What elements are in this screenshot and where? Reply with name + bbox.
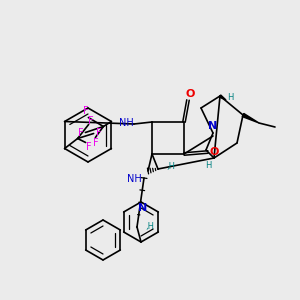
Polygon shape — [219, 95, 226, 100]
Text: O: O — [209, 147, 219, 157]
Text: F: F — [88, 116, 93, 125]
Text: N: N — [208, 121, 217, 131]
Text: F: F — [86, 142, 92, 152]
Text: H: H — [227, 94, 233, 103]
Text: H: H — [205, 160, 211, 169]
Text: ,H: ,H — [166, 163, 175, 172]
Text: N: N — [138, 203, 148, 213]
Text: O: O — [185, 89, 195, 99]
Text: NH: NH — [118, 118, 134, 128]
Text: F: F — [93, 139, 98, 148]
Text: F: F — [78, 128, 83, 137]
Text: NH: NH — [127, 174, 141, 184]
Polygon shape — [242, 113, 259, 123]
Text: ,H: ,H — [145, 221, 154, 230]
Text: F: F — [82, 106, 88, 116]
Text: F: F — [96, 128, 101, 139]
